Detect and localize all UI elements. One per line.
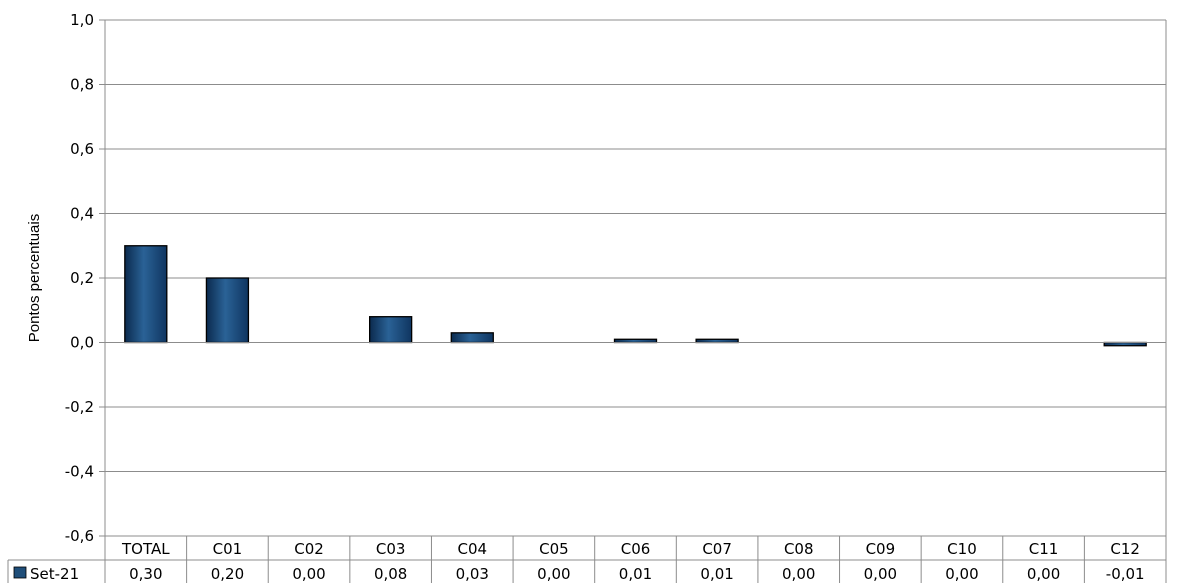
legend-swatch [13, 566, 27, 579]
x-category-label: C10 [947, 540, 977, 558]
data-value-label: 0,00 [292, 565, 325, 583]
data-value-label: 0,20 [211, 565, 244, 583]
data-value-label: 0,00 [1027, 565, 1060, 583]
x-category-label: C04 [457, 540, 487, 558]
x-category-label: C06 [621, 540, 651, 558]
data-value-label: 0,00 [864, 565, 897, 583]
data-table: TOTAL C01 C02 C03 C04 C05 C06 C07 C08 C09 C10 C11 C1… [7, 535, 1166, 583]
data-value-label: 0,08 [374, 565, 407, 583]
data-value-label: 0,30 [129, 565, 162, 583]
bar [369, 316, 413, 344]
x-category-label: TOTAL [121, 540, 170, 558]
bars [124, 245, 1147, 347]
x-category-label: C05 [539, 540, 569, 558]
axes [99, 19, 1167, 583]
y-tick-label: 0,4 [70, 205, 94, 223]
bar [205, 277, 250, 344]
data-value-label: 0,00 [782, 565, 815, 583]
x-category-label: C09 [866, 540, 896, 558]
data-value-label: 0,01 [700, 565, 733, 583]
y-tick-label: -0,2 [65, 398, 94, 416]
data-value-label: 0,00 [537, 565, 570, 583]
y-tick-label: 0,6 [70, 140, 94, 158]
gridlines [105, 19, 1166, 537]
x-category-label: C03 [376, 540, 406, 558]
data-value-label: 0,03 [456, 565, 489, 583]
x-category-label: C02 [294, 540, 324, 558]
bar [124, 245, 168, 344]
y-tick-label: -0,4 [65, 463, 94, 481]
y-tick-label: 0,8 [70, 76, 94, 94]
x-category-label: C07 [702, 540, 732, 558]
bar [450, 332, 494, 344]
y-tick-label: 1,0 [70, 11, 94, 29]
x-category-label: C08 [784, 540, 814, 558]
x-category-label: C12 [1110, 540, 1140, 558]
data-value-label: 0,01 [619, 565, 652, 583]
x-category-label: C11 [1029, 540, 1059, 558]
y-tick-label: 0,2 [70, 269, 94, 287]
y-tick-labels: 1,0 0,8 0,6 0,4 0,2 0,0 -0,2 -0,4 -0,6 [65, 11, 94, 545]
data-value-label: -0,01 [1106, 565, 1145, 583]
x-category-label: C01 [213, 540, 243, 558]
y-tick-label: 0,0 [70, 334, 94, 352]
y-axis-label: Pontos percentuais [26, 214, 43, 342]
data-value-label: 0,00 [945, 565, 978, 583]
legend-series-name: Set-21 [30, 565, 79, 583]
y-tick-label: -0,6 [65, 527, 94, 545]
